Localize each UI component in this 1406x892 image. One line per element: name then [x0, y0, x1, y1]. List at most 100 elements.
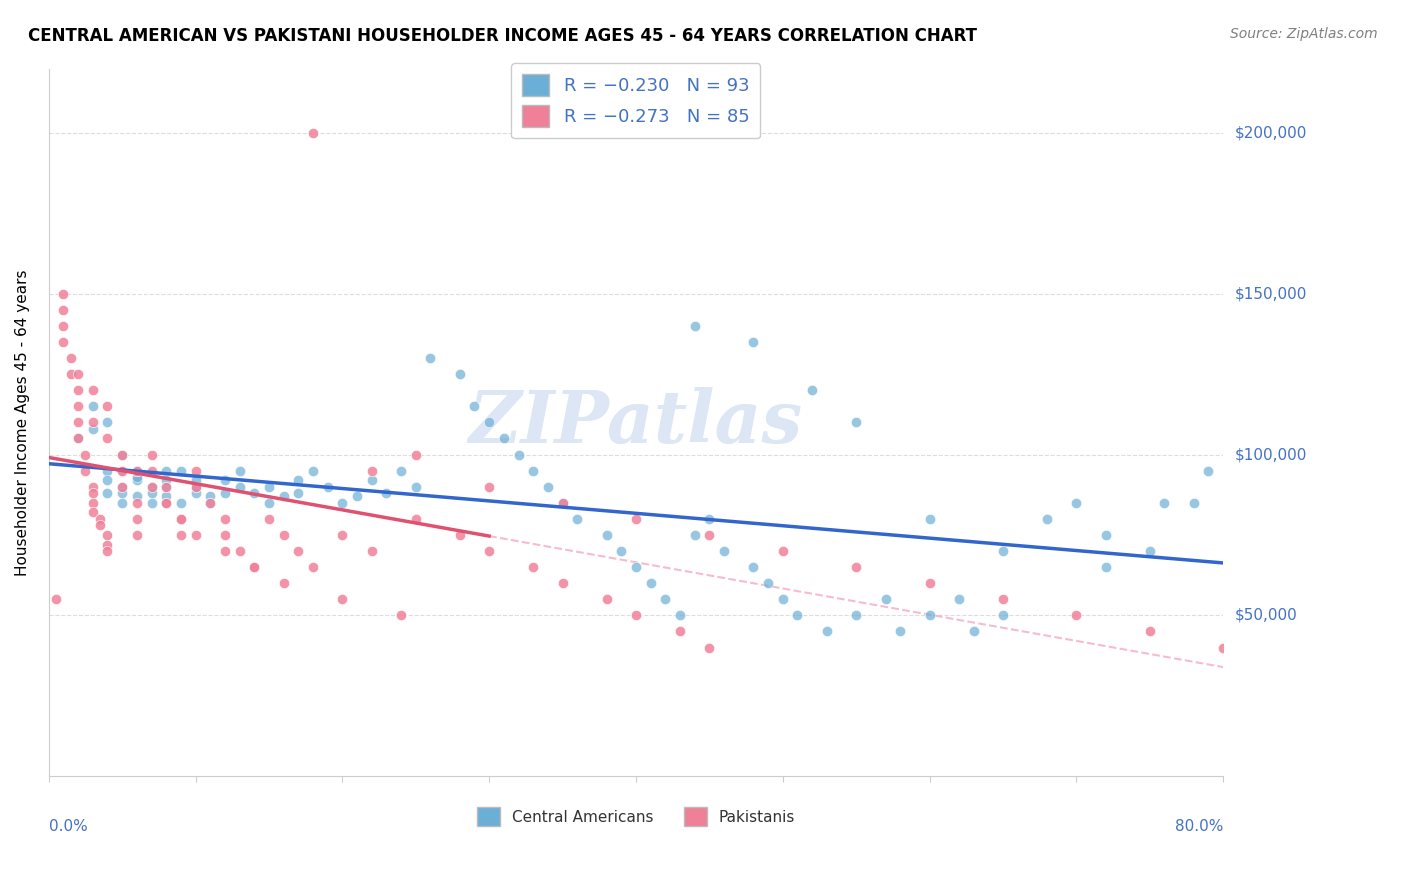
Point	[45, 592, 67, 607]
Point	[1066, 608, 1088, 623]
Point	[772, 592, 794, 607]
Point	[478, 415, 501, 429]
Point	[567, 512, 589, 526]
Point	[405, 448, 427, 462]
Point	[449, 528, 471, 542]
Point	[67, 367, 90, 381]
Point	[918, 608, 941, 623]
Point	[82, 480, 104, 494]
Point	[316, 480, 339, 494]
Text: $50,000: $50,000	[1234, 607, 1296, 623]
Point	[52, 318, 75, 333]
Point	[243, 560, 266, 574]
Point	[125, 512, 148, 526]
Point	[330, 528, 353, 542]
Point	[214, 473, 236, 487]
Point	[287, 473, 309, 487]
Point	[170, 528, 193, 542]
Point	[170, 512, 193, 526]
Text: $200,000: $200,000	[1234, 126, 1306, 140]
Point	[59, 367, 82, 381]
Point	[478, 544, 501, 558]
Point	[1094, 560, 1116, 574]
Point	[713, 544, 735, 558]
Point	[111, 448, 134, 462]
Point	[155, 480, 177, 494]
Point	[96, 538, 118, 552]
Point	[141, 464, 163, 478]
Point	[360, 464, 382, 478]
Point	[346, 489, 368, 503]
Point	[302, 464, 325, 478]
Point	[360, 473, 382, 487]
Point	[82, 383, 104, 397]
Point	[273, 528, 295, 542]
Point	[669, 624, 692, 639]
Point	[228, 480, 250, 494]
Point	[111, 480, 134, 494]
Point	[624, 512, 647, 526]
Point	[82, 505, 104, 519]
Point	[624, 560, 647, 574]
Point	[184, 480, 207, 494]
Point	[96, 473, 118, 487]
Point	[845, 415, 868, 429]
Point	[125, 528, 148, 542]
Point	[96, 399, 118, 413]
Point	[772, 544, 794, 558]
Point	[96, 544, 118, 558]
Point	[243, 560, 266, 574]
Point	[155, 480, 177, 494]
Point	[287, 544, 309, 558]
Point	[405, 480, 427, 494]
Point	[918, 512, 941, 526]
Point	[801, 383, 824, 397]
Point	[228, 544, 250, 558]
Point	[1139, 624, 1161, 639]
Text: Source: ZipAtlas.com: Source: ZipAtlas.com	[1230, 27, 1378, 41]
Point	[330, 496, 353, 510]
Point	[287, 486, 309, 500]
Point	[302, 126, 325, 140]
Point	[125, 489, 148, 503]
Point	[96, 415, 118, 429]
Point	[243, 486, 266, 500]
Point	[257, 480, 280, 494]
Point	[214, 512, 236, 526]
Point	[1139, 544, 1161, 558]
Point	[52, 302, 75, 317]
Point	[67, 432, 90, 446]
Point	[155, 473, 177, 487]
Point	[141, 496, 163, 510]
Point	[52, 334, 75, 349]
Point	[155, 496, 177, 510]
Point	[214, 486, 236, 500]
Point	[75, 448, 97, 462]
Point	[214, 544, 236, 558]
Point	[96, 528, 118, 542]
Text: 80.0%: 80.0%	[1175, 819, 1223, 834]
Point	[111, 496, 134, 510]
Legend: Central Americans, Pakistanis: Central Americans, Pakistanis	[471, 801, 801, 832]
Point	[654, 592, 676, 607]
Point	[170, 512, 193, 526]
Point	[463, 399, 485, 413]
Point	[991, 544, 1014, 558]
Point	[200, 496, 222, 510]
Point	[389, 464, 412, 478]
Point	[815, 624, 838, 639]
Point	[82, 399, 104, 413]
Point	[155, 464, 177, 478]
Point	[449, 367, 471, 381]
Point	[125, 496, 148, 510]
Point	[273, 489, 295, 503]
Point	[89, 518, 111, 533]
Point	[141, 480, 163, 494]
Point	[1094, 528, 1116, 542]
Point	[111, 486, 134, 500]
Point	[96, 464, 118, 478]
Point	[522, 464, 544, 478]
Point	[302, 560, 325, 574]
Text: ZIPatlas: ZIPatlas	[468, 387, 803, 458]
Point	[228, 464, 250, 478]
